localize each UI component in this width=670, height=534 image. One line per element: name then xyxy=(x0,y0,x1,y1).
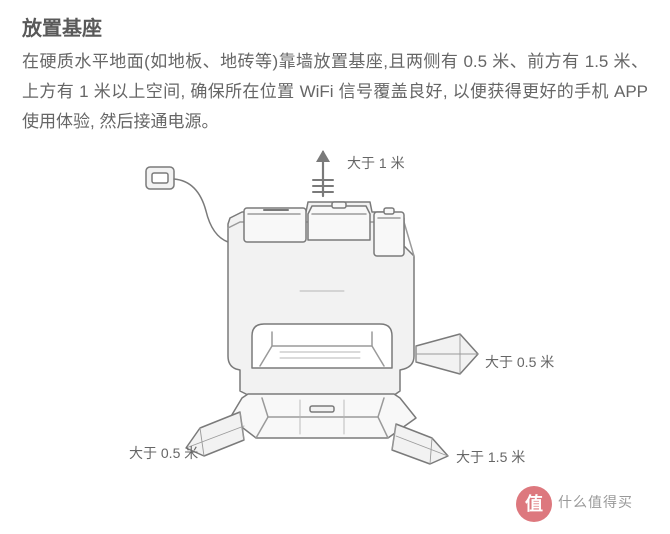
watermark-text: 什么值得买 xyxy=(558,492,633,512)
label-left-clearance: 大于 0.5 米 xyxy=(129,443,198,463)
label-front-clearance: 大于 1.5 米 xyxy=(456,447,525,467)
watermark-logo-icon: 值 xyxy=(516,486,552,522)
placement-diagram: 大于 1 米 大于 0.5 米 大于 0.5 米 大于 1.5 米 xyxy=(0,136,670,486)
base-station-illustration xyxy=(0,136,670,486)
label-top-clearance: 大于 1 米 xyxy=(347,153,405,173)
instruction-paragraph: 在硬质水平地面(如地板、地砖等)靠墙放置基座,且两侧有 0.5 米、前方有 1.… xyxy=(0,47,670,136)
watermark: 值 什么值得买 xyxy=(510,474,670,534)
section-heading: 放置基座 xyxy=(0,0,670,47)
label-right-clearance: 大于 0.5 米 xyxy=(485,352,554,372)
